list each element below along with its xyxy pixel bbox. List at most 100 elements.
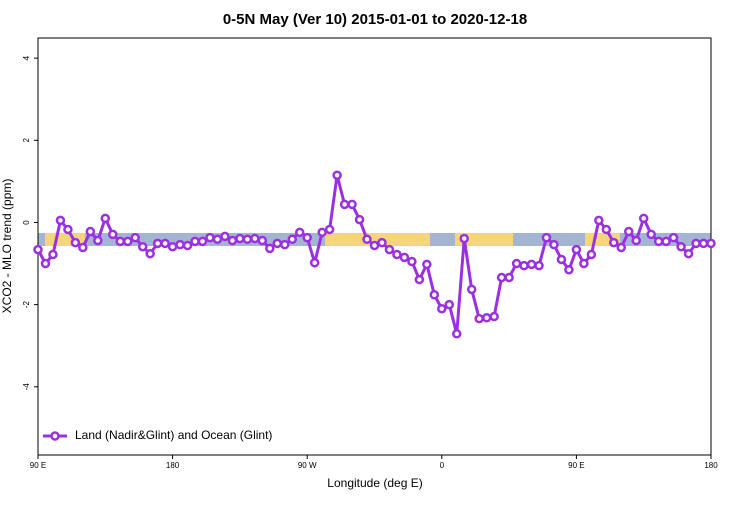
data-point (466, 284, 477, 295)
data-point (78, 242, 88, 253)
data-point (444, 299, 455, 310)
x-tick-label: 90 W (298, 461, 317, 470)
data-point (167, 241, 178, 252)
data-point (205, 232, 215, 243)
data-point (414, 274, 425, 285)
x-axis-label: Longitude (deg E) (327, 476, 422, 490)
data-point (698, 238, 709, 249)
data-point (511, 258, 522, 269)
data-point (369, 240, 380, 251)
data-point (594, 215, 604, 226)
data-point (541, 232, 552, 243)
data-point (646, 229, 656, 240)
data-point (556, 254, 567, 265)
data-point (294, 227, 305, 238)
data-point (459, 233, 469, 244)
data-point (250, 233, 260, 244)
data-point (683, 248, 694, 259)
data-point (85, 226, 96, 237)
y-tick-label: -2 (22, 301, 31, 309)
data-point (571, 244, 582, 255)
data-point (152, 238, 163, 249)
data-point (384, 244, 395, 255)
data-point (653, 236, 664, 247)
data-point (631, 235, 641, 246)
data-point (212, 234, 223, 245)
data-point (481, 313, 492, 323)
data-point (676, 241, 686, 252)
data-point (586, 249, 597, 260)
data-point (362, 234, 372, 245)
data-point (496, 272, 507, 283)
data-point (422, 259, 432, 270)
y-tick-label: 2 (22, 138, 31, 143)
data-point (429, 290, 440, 300)
data-point (257, 235, 268, 246)
data-point (638, 213, 649, 224)
data-point (616, 242, 627, 253)
legend-label: Land (Nadir&Glint) and Ocean (Glint) (75, 428, 272, 442)
data-point (706, 238, 716, 249)
data-point (145, 248, 155, 259)
data-point (160, 238, 170, 249)
data-point (63, 224, 73, 235)
data-point (130, 232, 140, 243)
x-tick-label: 0 (440, 461, 445, 470)
data-point (265, 243, 275, 254)
x-tick-label: 180 (166, 461, 180, 470)
data-point (190, 236, 200, 247)
data-point (220, 231, 230, 242)
data-point (317, 227, 327, 238)
data-point (347, 199, 357, 210)
data-point (33, 244, 43, 255)
data-point (489, 311, 499, 322)
data-point (70, 237, 81, 248)
data-point (137, 241, 148, 252)
data-point (197, 236, 208, 247)
data-point (182, 240, 193, 251)
legend-marker (50, 431, 60, 441)
data-point (235, 233, 245, 244)
x-tick-label: 180 (704, 461, 718, 470)
x-tick-label: 90 E (30, 461, 46, 470)
data-point (227, 235, 238, 246)
data-point (474, 313, 484, 324)
data-point (93, 235, 103, 246)
data-point (392, 249, 402, 260)
data-point (661, 236, 671, 247)
data-point (309, 257, 320, 268)
data-point (519, 260, 529, 271)
chart-title: 0-5N May (Ver 10) 2015-01-01 to 2020-12-… (223, 11, 527, 28)
data-point (549, 239, 559, 250)
data-point (504, 272, 514, 283)
land-band (325, 233, 430, 246)
data-point (354, 214, 365, 225)
x-tick-label: 90 E (568, 461, 584, 470)
data-point (287, 234, 297, 245)
data-point (399, 252, 410, 263)
data-point (115, 236, 126, 247)
y-tick-label: 0 (22, 220, 31, 225)
y-tick-label: 4 (22, 55, 31, 60)
land-band (455, 233, 513, 246)
data-point (280, 239, 290, 250)
y-axis-label: XCO2 - MLO trend (ppm) (0, 179, 14, 314)
data-point (437, 303, 447, 314)
data-point (526, 259, 537, 270)
data-point (55, 215, 66, 226)
data-point (339, 199, 350, 210)
data-point (407, 256, 417, 267)
data-point (242, 234, 253, 245)
data-point (691, 238, 701, 249)
y-tick-label: -4 (22, 383, 31, 391)
data-point (452, 329, 462, 339)
data-point (609, 237, 619, 248)
data-point (122, 236, 133, 247)
data-point (564, 264, 574, 275)
data-point (100, 213, 111, 224)
data-point (272, 238, 283, 249)
data-point (175, 239, 185, 250)
data-point (324, 224, 335, 235)
data-point (48, 249, 58, 260)
